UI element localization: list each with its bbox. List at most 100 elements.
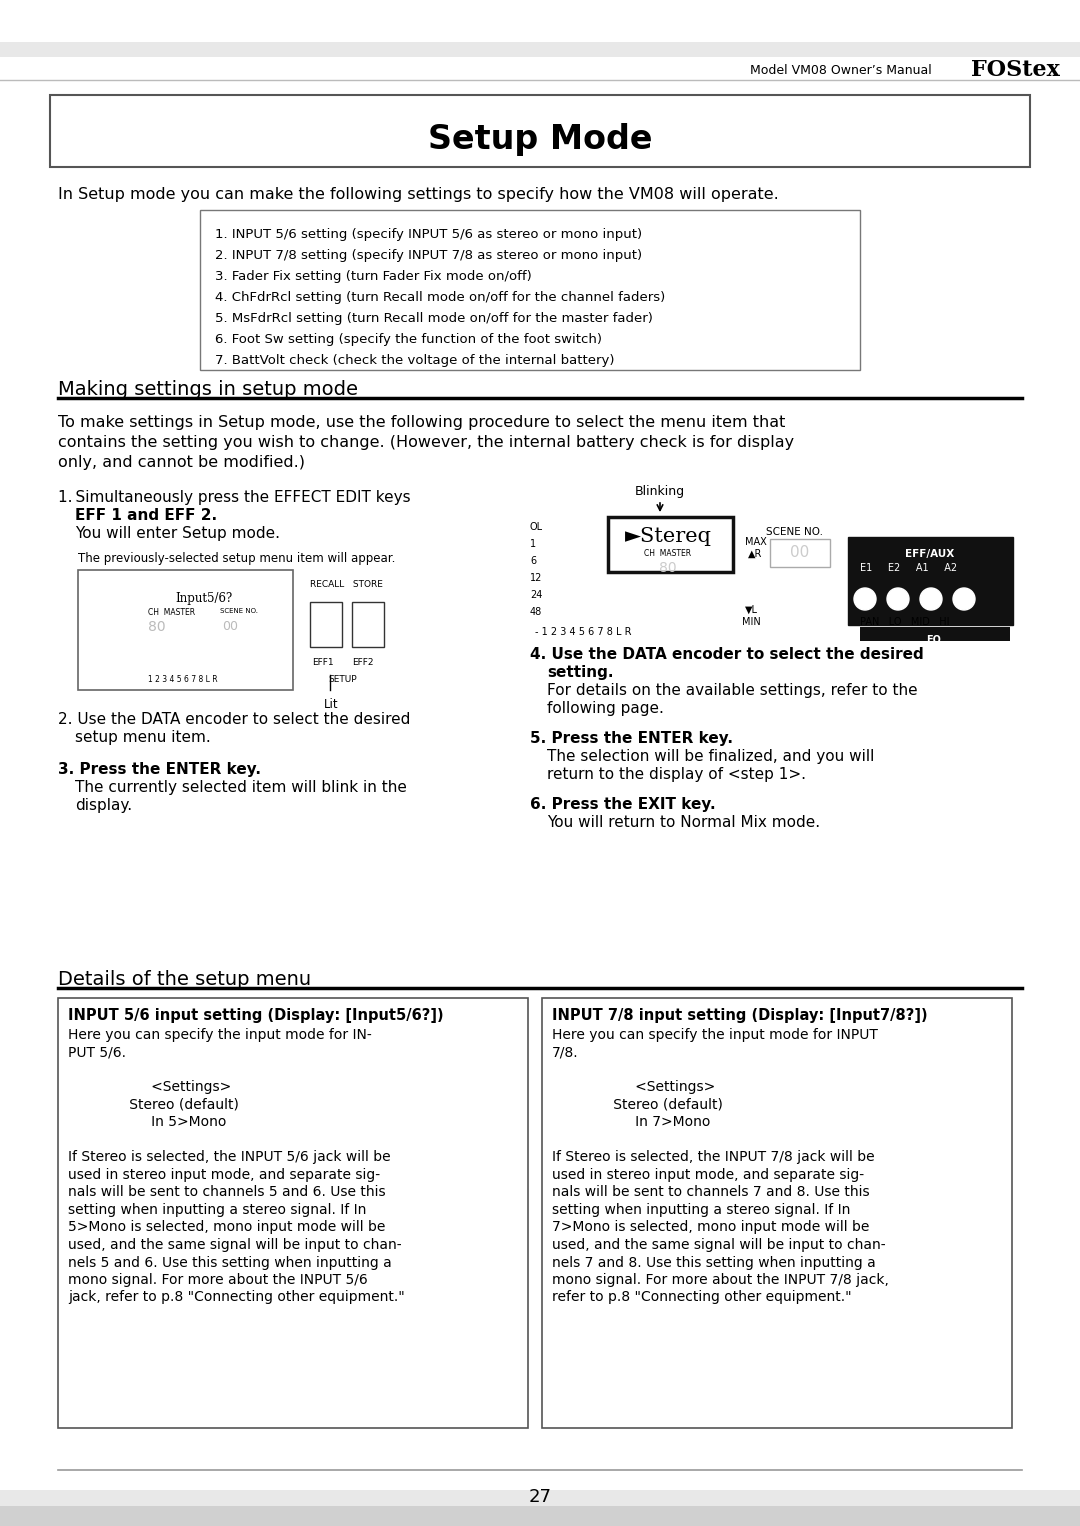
Text: display.: display. xyxy=(75,798,132,813)
Text: RECALL   STORE: RECALL STORE xyxy=(310,580,383,589)
Text: Making settings in setup mode: Making settings in setup mode xyxy=(58,380,357,398)
Text: 80: 80 xyxy=(659,562,677,575)
Bar xyxy=(78,571,293,690)
Text: Details of the setup menu: Details of the setup menu xyxy=(58,971,311,989)
Text: MAX: MAX xyxy=(745,537,767,546)
Bar xyxy=(770,539,831,568)
Text: SCENE NO.: SCENE NO. xyxy=(767,526,824,537)
Text: 5. MsFdrRcl setting (turn Recall mode on/off for the master fader): 5. MsFdrRcl setting (turn Recall mode on… xyxy=(215,311,653,325)
Text: Blinking: Blinking xyxy=(635,485,685,497)
Bar xyxy=(352,601,384,647)
Text: INPUT 5/6 input setting (Display: [Input5/6?]): INPUT 5/6 input setting (Display: [Input… xyxy=(68,1009,444,1022)
Bar xyxy=(542,998,1012,1428)
Text: 4. Use the DATA encoder to select the desired: 4. Use the DATA encoder to select the de… xyxy=(530,647,923,662)
Text: 6. Foot Sw setting (specify the function of the foot switch): 6. Foot Sw setting (specify the function… xyxy=(215,333,602,346)
Text: OL: OL xyxy=(530,522,543,533)
Text: 5>Mono is selected, mono input mode will be: 5>Mono is selected, mono input mode will… xyxy=(68,1221,386,1235)
Text: 2. Use the DATA encoder to select the desired: 2. Use the DATA encoder to select the de… xyxy=(58,713,410,726)
Text: PUT 5/6.: PUT 5/6. xyxy=(68,1045,126,1059)
Bar xyxy=(58,998,528,1428)
Bar xyxy=(860,627,1010,641)
Text: mono signal. For more about the INPUT 7/8 jack,: mono signal. For more about the INPUT 7/… xyxy=(552,1273,889,1286)
Text: SCENE NO.: SCENE NO. xyxy=(220,607,258,613)
Text: E1     E2     A1     A2: E1 E2 A1 A2 xyxy=(860,563,957,572)
Text: 00: 00 xyxy=(791,545,810,560)
Text: 2. INPUT 7/8 setting (specify INPUT 7/8 as stereo or mono input): 2. INPUT 7/8 setting (specify INPUT 7/8 … xyxy=(215,249,643,262)
Text: For details on the available settings, refer to the: For details on the available settings, r… xyxy=(546,684,918,697)
Text: EFF 1 and EFF 2.: EFF 1 and EFF 2. xyxy=(75,508,217,523)
Text: 80: 80 xyxy=(148,620,165,633)
Text: PAN   LO   MID   HI: PAN LO MID HI xyxy=(860,617,949,627)
Text: INPUT 7/8 input setting (Display: [Input7/8?]): INPUT 7/8 input setting (Display: [Input… xyxy=(552,1009,928,1022)
Text: return to the display of <step 1>.: return to the display of <step 1>. xyxy=(546,768,806,781)
Text: 1. INPUT 5/6 setting (specify INPUT 5/6 as stereo or mono input): 1. INPUT 5/6 setting (specify INPUT 5/6 … xyxy=(215,227,643,241)
Text: Model VM08 Owner’s Manual: Model VM08 Owner’s Manual xyxy=(750,64,932,76)
Text: used in stereo input mode, and separate sig-: used in stereo input mode, and separate … xyxy=(552,1167,864,1183)
Text: EFF2: EFF2 xyxy=(352,658,374,667)
Text: nals will be sent to channels 7 and 8. Use this: nals will be sent to channels 7 and 8. U… xyxy=(552,1186,869,1199)
Bar xyxy=(200,211,860,369)
Bar xyxy=(848,537,1013,626)
Text: 48: 48 xyxy=(530,607,542,617)
Bar xyxy=(0,1489,1080,1506)
Text: contains the setting you wish to change. (However, the internal battery check is: contains the setting you wish to change.… xyxy=(58,435,794,450)
Text: MIN: MIN xyxy=(742,617,760,627)
Text: nals will be sent to channels 5 and 6. Use this: nals will be sent to channels 5 and 6. U… xyxy=(68,1186,386,1199)
Text: In Setup mode you can make the following settings to specify how the VM08 will o: In Setup mode you can make the following… xyxy=(58,188,779,201)
Text: ▲R: ▲R xyxy=(748,549,762,559)
Text: only, and cannot be modified.): only, and cannot be modified.) xyxy=(58,455,305,470)
Text: 7>Mono is selected, mono input mode will be: 7>Mono is selected, mono input mode will… xyxy=(552,1221,869,1235)
Text: The currently selected item will blink in the: The currently selected item will blink i… xyxy=(75,780,407,795)
Text: 3. Fader Fix setting (turn Fader Fix mode on/off): 3. Fader Fix setting (turn Fader Fix mod… xyxy=(215,270,531,282)
Text: refer to p.8 "Connecting other equipment.": refer to p.8 "Connecting other equipment… xyxy=(552,1291,852,1305)
Text: EQ: EQ xyxy=(927,633,942,644)
Bar xyxy=(0,1470,1080,1489)
Text: Here you can specify the input mode for INPUT: Here you can specify the input mode for … xyxy=(552,1029,878,1042)
Text: <Settings>: <Settings> xyxy=(68,1080,231,1094)
Text: In 5>Mono: In 5>Mono xyxy=(68,1116,227,1129)
Text: 4. ChFdrRcl setting (turn Recall mode on/off for the channel faders): 4. ChFdrRcl setting (turn Recall mode on… xyxy=(215,291,665,304)
Text: You will return to Normal Mix mode.: You will return to Normal Mix mode. xyxy=(546,815,820,830)
Circle shape xyxy=(887,588,909,610)
Text: In 7>Mono: In 7>Mono xyxy=(552,1116,711,1129)
Text: 1: 1 xyxy=(530,539,536,549)
Text: 6. Press the EXIT key.: 6. Press the EXIT key. xyxy=(530,797,716,812)
Bar xyxy=(0,1506,1080,1526)
Text: If Stereo is selected, the INPUT 5/6 jack will be: If Stereo is selected, the INPUT 5/6 jac… xyxy=(68,1151,391,1164)
Circle shape xyxy=(854,588,876,610)
Circle shape xyxy=(920,588,942,610)
Text: setting.: setting. xyxy=(546,665,613,681)
Text: Lit: Lit xyxy=(324,697,339,711)
Text: 5. Press the ENTER key.: 5. Press the ENTER key. xyxy=(530,731,733,746)
Text: used in stereo input mode, and separate sig-: used in stereo input mode, and separate … xyxy=(68,1167,380,1183)
Text: 1 2 3 4 5 6 7 8 L R: 1 2 3 4 5 6 7 8 L R xyxy=(148,674,218,684)
Text: setup menu item.: setup menu item. xyxy=(75,729,211,745)
Text: Input5/6?: Input5/6? xyxy=(175,592,232,604)
Text: ▼L: ▼L xyxy=(745,604,758,615)
Circle shape xyxy=(953,588,975,610)
Bar xyxy=(0,0,1080,56)
Bar xyxy=(608,517,733,572)
Text: nels 5 and 6. Use this setting when inputting a: nels 5 and 6. Use this setting when inpu… xyxy=(68,1256,392,1270)
Text: 27: 27 xyxy=(528,1488,552,1506)
Text: To make settings in Setup mode, use the following procedure to select the menu i: To make settings in Setup mode, use the … xyxy=(58,415,785,430)
Text: 7/8.: 7/8. xyxy=(552,1045,579,1059)
Bar xyxy=(0,37,1080,56)
Text: ►Stereq: ►Stereq xyxy=(624,526,712,546)
Text: used, and the same signal will be input to chan-: used, and the same signal will be input … xyxy=(68,1238,402,1251)
Text: 00: 00 xyxy=(222,620,238,633)
Text: The previously-selected setup menu item will appear.: The previously-selected setup menu item … xyxy=(78,552,395,565)
Bar xyxy=(50,95,1030,166)
Bar xyxy=(0,0,1080,43)
Text: The selection will be finalized, and you will: The selection will be finalized, and you… xyxy=(546,749,875,765)
Text: Stereo (default): Stereo (default) xyxy=(552,1099,723,1112)
Text: used, and the same signal will be input to chan-: used, and the same signal will be input … xyxy=(552,1238,886,1251)
Text: EFF1: EFF1 xyxy=(312,658,334,667)
Text: setting when inputting a stereo signal. If In: setting when inputting a stereo signal. … xyxy=(68,1202,366,1218)
Text: mono signal. For more about the INPUT 5/6: mono signal. For more about the INPUT 5/… xyxy=(68,1273,368,1286)
Text: 24: 24 xyxy=(530,591,542,600)
Text: CH  MASTER: CH MASTER xyxy=(645,549,691,559)
Text: FOStex: FOStex xyxy=(971,60,1059,81)
Text: nels 7 and 8. Use this setting when inputting a: nels 7 and 8. Use this setting when inpu… xyxy=(552,1256,876,1270)
Text: 3. Press the ENTER key.: 3. Press the ENTER key. xyxy=(58,761,261,777)
